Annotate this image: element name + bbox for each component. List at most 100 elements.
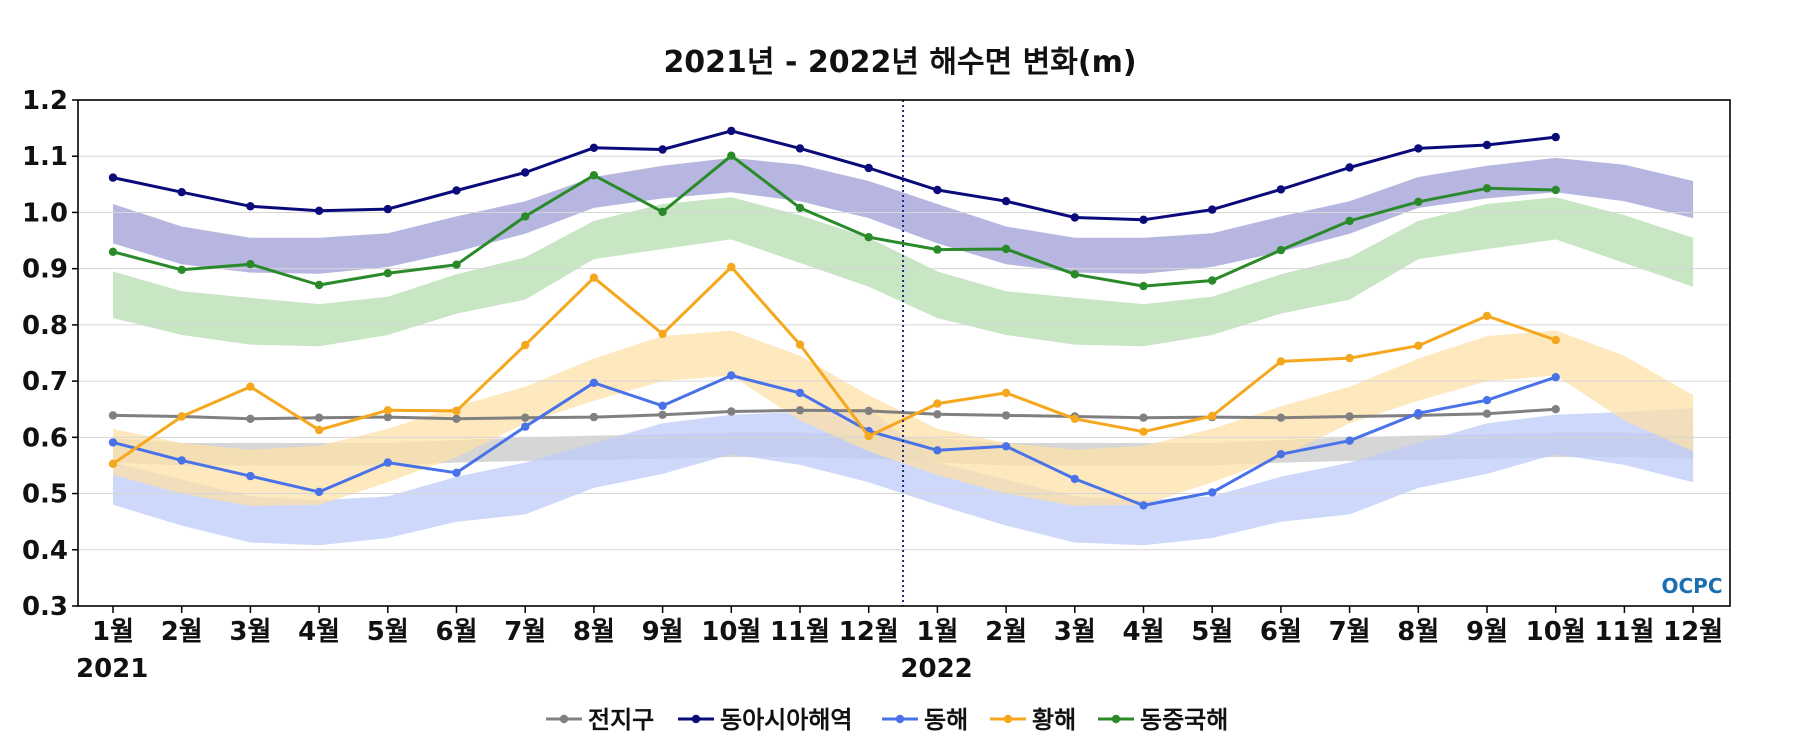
data-point-4-20 xyxy=(1482,184,1492,193)
data-point-1-14 xyxy=(1070,213,1080,222)
data-point-1-10 xyxy=(795,144,805,153)
data-point-4-13 xyxy=(1001,244,1011,254)
data-point-4-16 xyxy=(1208,276,1217,285)
data-point-4-8 xyxy=(658,207,667,217)
data-point-1-20 xyxy=(1482,140,1492,150)
data-point-2-17 xyxy=(1276,450,1286,459)
data-point-2-12 xyxy=(933,446,942,455)
data-point-4-12 xyxy=(933,245,942,254)
data-point-0-5 xyxy=(452,414,461,423)
y-tick-label-0: 0.3 xyxy=(22,592,68,622)
data-point-2-15 xyxy=(1139,501,1148,510)
x-tick-label-3: 4월 xyxy=(298,617,340,647)
chart-title: 2021년 - 2022년 해수면 변화(m) xyxy=(663,45,1136,80)
data-point-2-18 xyxy=(1345,436,1354,445)
data-point-0-3 xyxy=(314,413,324,422)
data-point-3-5 xyxy=(452,406,461,416)
data-point-3-6 xyxy=(521,340,530,350)
data-point-0-15 xyxy=(1139,413,1148,422)
data-point-2-4 xyxy=(383,458,392,467)
data-point-2-5 xyxy=(452,468,461,477)
data-point-0-10 xyxy=(795,406,805,415)
data-point-4-4 xyxy=(383,269,392,278)
data-point-0-11 xyxy=(864,406,873,416)
legend-label-0: 전지구 xyxy=(588,706,654,734)
data-point-2-19 xyxy=(1414,409,1423,418)
data-point-0-20 xyxy=(1482,409,1492,418)
x-tick-label-20: 9월 xyxy=(1466,617,1508,647)
data-point-3-1 xyxy=(177,412,186,421)
data-point-3-21 xyxy=(1551,335,1560,345)
data-point-1-16 xyxy=(1208,205,1217,214)
y-tick-label-5: 0.8 xyxy=(22,311,68,341)
data-point-0-6 xyxy=(521,413,530,422)
data-point-0-7 xyxy=(589,412,599,422)
x-tick-label-12: 1월 xyxy=(916,617,958,647)
data-point-4-10 xyxy=(795,203,805,213)
data-point-4-17 xyxy=(1276,245,1286,255)
year-label-0: 2021 xyxy=(76,654,148,684)
data-point-4-19 xyxy=(1414,197,1423,206)
data-point-0-21 xyxy=(1551,405,1560,414)
data-point-3-19 xyxy=(1414,341,1423,350)
y-tick-label-9: 1.2 xyxy=(22,86,68,116)
data-series xyxy=(108,126,1560,510)
data-point-1-11 xyxy=(864,163,873,173)
data-point-0-8 xyxy=(658,410,667,419)
data-point-1-7 xyxy=(589,143,599,152)
axes: 0.3 0.4 0.5 0.6 0.7 0.8 0.9 1.0 1.1 1.2 1월 2월 3월 4월 5월… xyxy=(22,86,1731,684)
year-label-1: 2022 xyxy=(900,654,972,684)
plot-frame xyxy=(77,99,1731,607)
ocpc-logo: OCPC xyxy=(1661,574,1722,598)
data-point-4-15 xyxy=(1139,281,1148,291)
data-point-4-7 xyxy=(589,171,599,180)
y-tick-label-2: 0.5 xyxy=(22,480,68,510)
data-point-4-9 xyxy=(727,151,736,160)
legend-label-1: 동아시아해역 xyxy=(720,706,852,734)
data-point-0-9 xyxy=(727,407,736,416)
data-point-4-2 xyxy=(246,260,255,269)
data-point-3-8 xyxy=(658,329,667,339)
legend-label-2: 동해 xyxy=(924,706,968,734)
data-point-1-19 xyxy=(1414,144,1423,153)
legend-label-3: 황해 xyxy=(1032,706,1076,734)
legend-marker-4 xyxy=(1111,714,1121,724)
data-point-4-1 xyxy=(177,265,186,274)
data-point-1-4 xyxy=(383,204,392,214)
data-point-2-2 xyxy=(246,471,255,481)
x-tick-label-6: 7월 xyxy=(504,617,546,647)
x-tick-label-15: 4월 xyxy=(1122,617,1164,647)
data-point-4-14 xyxy=(1070,270,1080,279)
data-point-1-8 xyxy=(658,145,667,154)
x-tick-label-11: 12월 xyxy=(839,617,899,647)
x-tick-label-13: 2월 xyxy=(985,617,1027,647)
data-point-3-2 xyxy=(246,382,255,391)
data-point-3-11 xyxy=(864,432,873,441)
data-point-3-18 xyxy=(1345,353,1354,363)
data-point-2-3 xyxy=(314,487,324,497)
data-point-2-10 xyxy=(795,388,805,398)
y-tick-label-4: 0.7 xyxy=(22,367,68,397)
data-point-0-18 xyxy=(1345,412,1354,421)
legend-label-4: 동중국해 xyxy=(1140,706,1228,734)
x-tick-label-14: 3월 xyxy=(1054,617,1096,647)
x-tick-label-7: 8월 xyxy=(573,617,615,647)
x-tick-label-9: 10월 xyxy=(701,617,761,647)
legend-marker-3 xyxy=(1003,714,1013,724)
data-point-2-0 xyxy=(108,438,118,447)
data-point-3-10 xyxy=(795,340,805,349)
data-point-3-4 xyxy=(383,406,392,415)
series-line-2 xyxy=(112,374,1557,507)
x-tick-label-16: 5월 xyxy=(1191,617,1233,647)
data-point-4-5 xyxy=(452,260,461,269)
y-tick-label-7: 1.0 xyxy=(22,198,68,228)
x-tick-label-1: 2월 xyxy=(161,617,203,647)
data-point-3-0 xyxy=(108,459,118,468)
data-point-3-14 xyxy=(1070,414,1080,423)
x-tick-label-4: 5월 xyxy=(367,617,409,647)
x-tick-label-19: 8월 xyxy=(1397,617,1439,647)
data-point-3-13 xyxy=(1001,388,1011,398)
data-point-2-16 xyxy=(1208,488,1217,497)
legend: 전지구 동아시아해역 동해 황해 동중국해 xyxy=(546,706,1228,734)
data-point-4-21 xyxy=(1551,185,1560,195)
